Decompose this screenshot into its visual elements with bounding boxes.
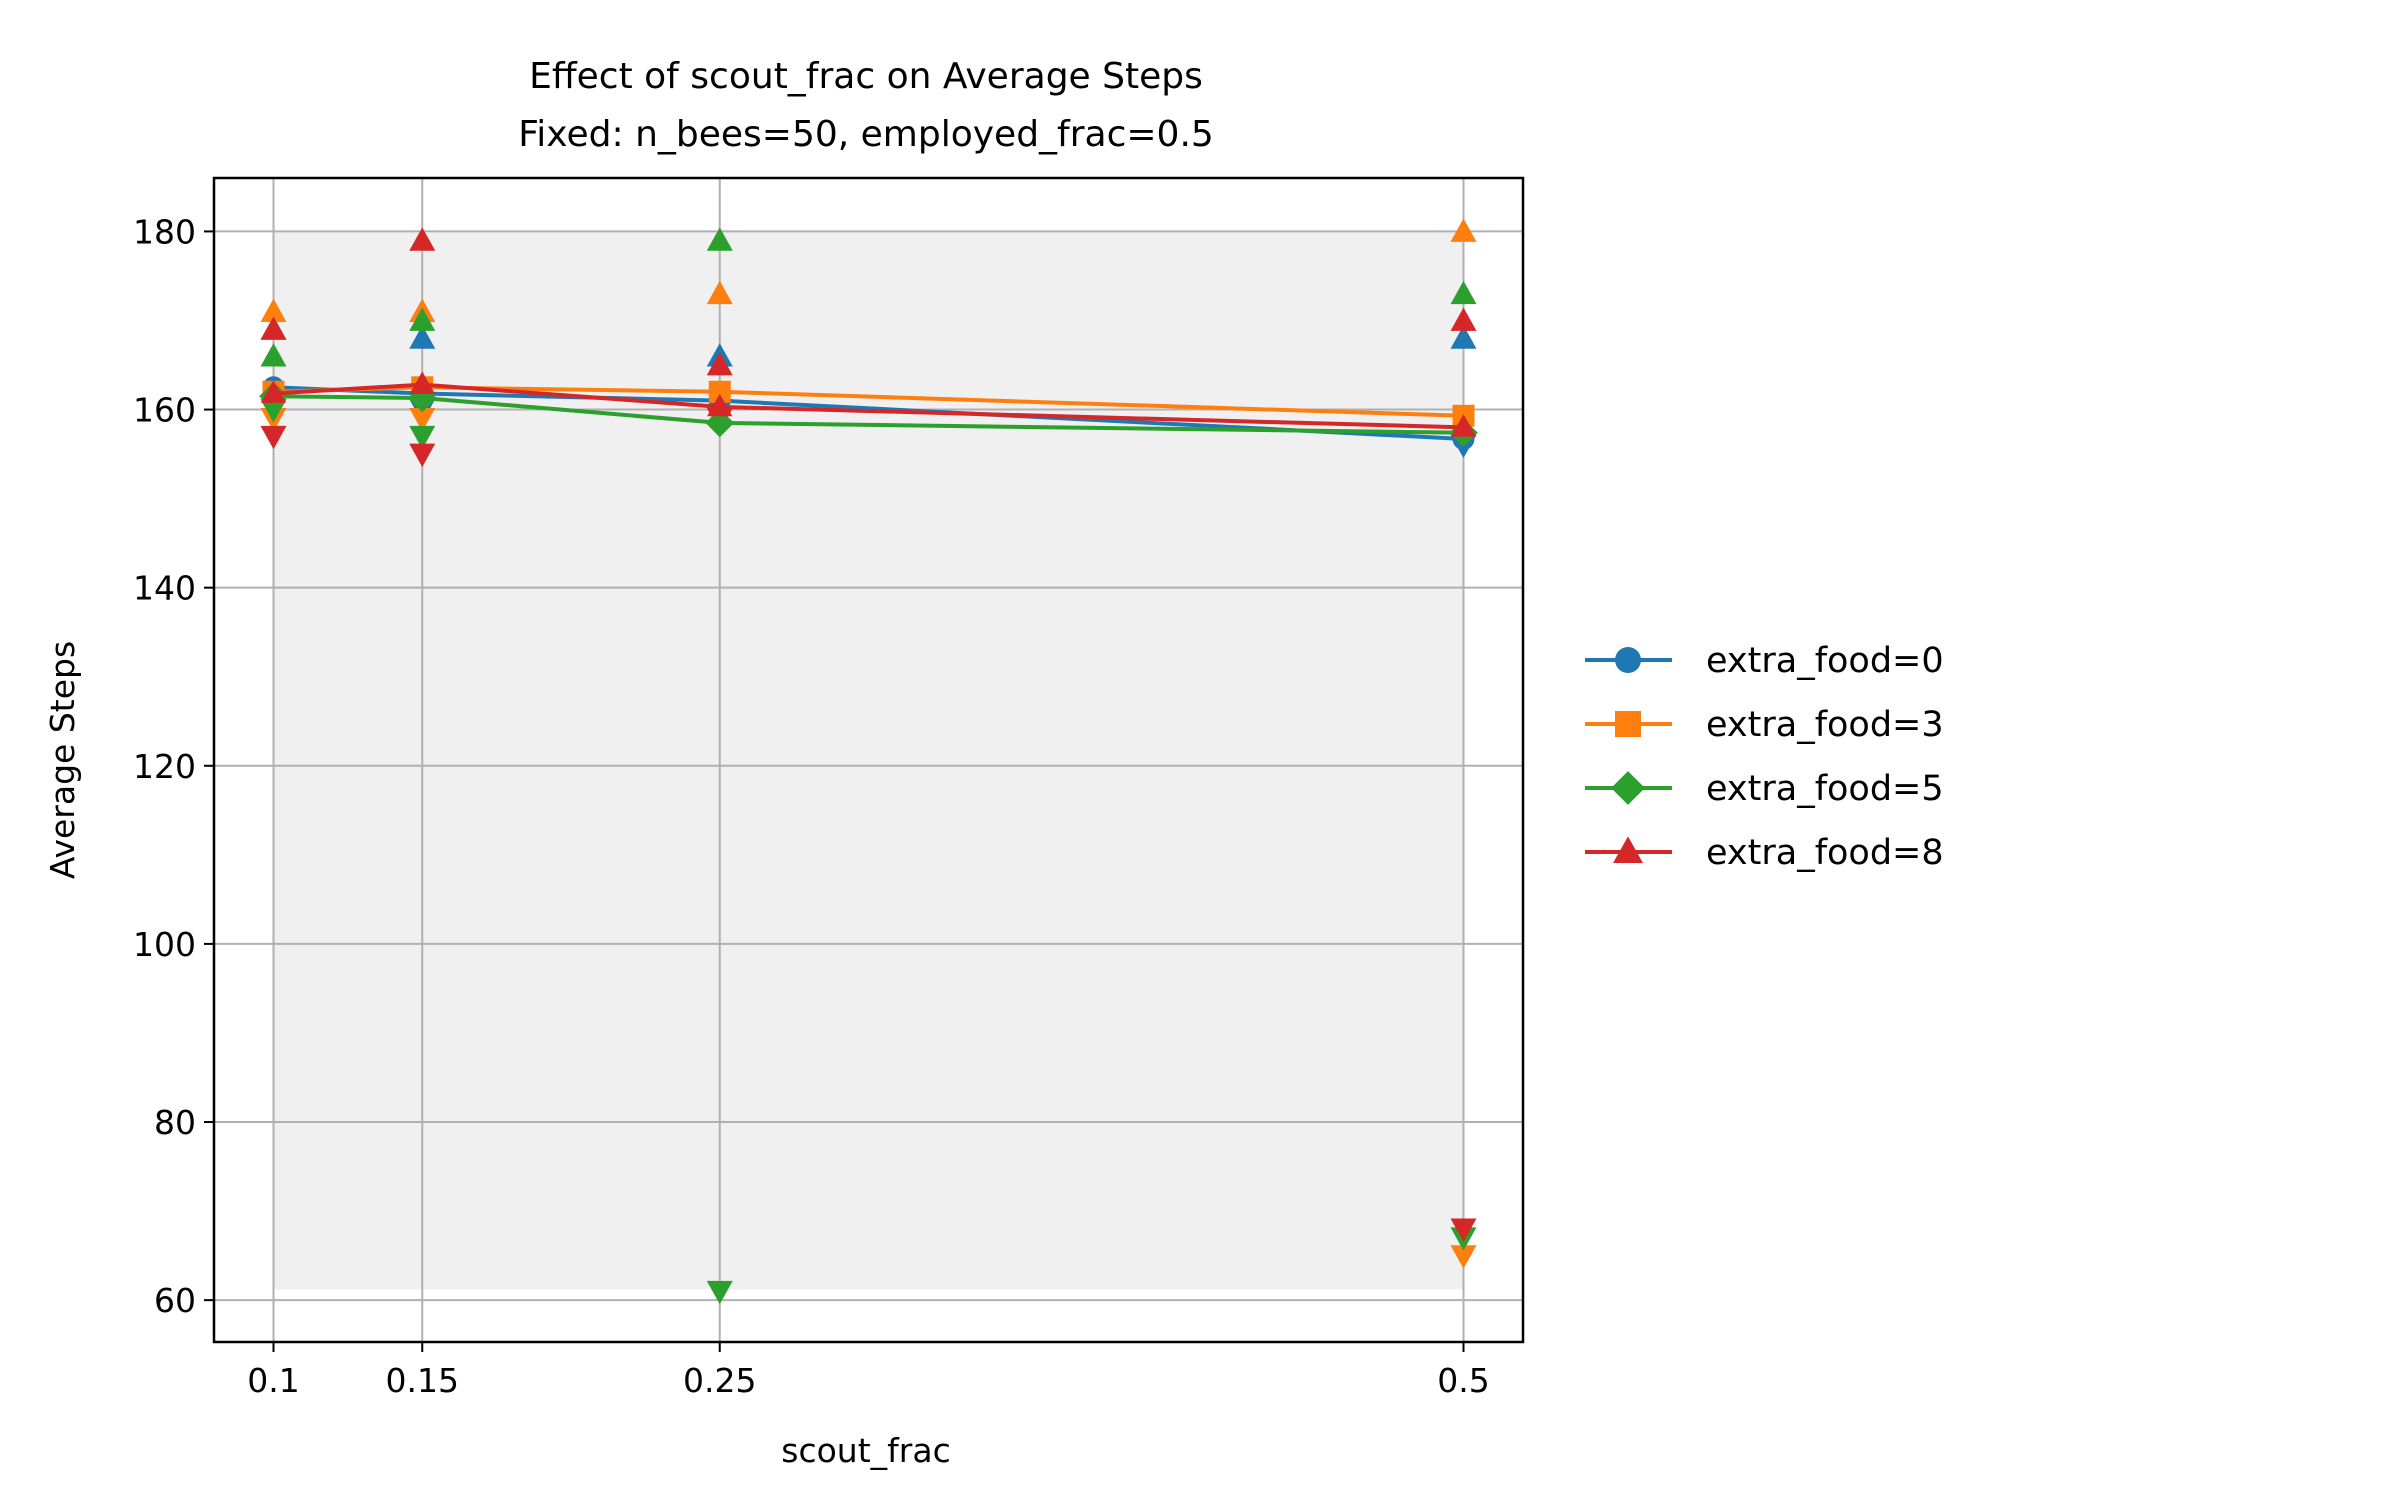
legend-marker xyxy=(1613,836,1643,864)
max-marker xyxy=(409,307,436,331)
max-marker xyxy=(1450,280,1477,305)
min-marker xyxy=(1450,1245,1477,1269)
y-tick-label: 100 xyxy=(133,925,196,964)
legend-label: extra_food=3 xyxy=(1706,705,1944,745)
y-tick-label: 160 xyxy=(133,391,196,430)
y-tick-label: 120 xyxy=(133,747,196,786)
x-tick-label: 0.15 xyxy=(386,1361,459,1400)
max-marker xyxy=(260,316,287,340)
min-marker xyxy=(409,443,436,468)
max-marker xyxy=(1450,325,1477,349)
legend-marker xyxy=(1615,647,1641,673)
min-marker xyxy=(260,425,287,450)
min-marker xyxy=(409,425,436,450)
series-line xyxy=(273,382,1464,430)
max-marker xyxy=(1450,307,1477,331)
min-marker xyxy=(1450,1218,1477,1242)
legend-marker xyxy=(1615,711,1641,737)
range-band xyxy=(273,231,1464,1290)
y-axis-label: Average Steps xyxy=(43,641,82,879)
data-point xyxy=(260,380,287,403)
max-marker xyxy=(409,325,436,349)
max-marker xyxy=(706,227,733,251)
data-point xyxy=(708,380,731,403)
min-marker xyxy=(409,408,436,432)
y-tick-label: 140 xyxy=(133,569,196,608)
data-point xyxy=(705,408,735,438)
max-marker xyxy=(706,280,733,305)
min-marker xyxy=(706,1280,733,1305)
data-point xyxy=(407,383,437,413)
max-marker xyxy=(260,343,287,367)
data-point xyxy=(1450,414,1477,437)
min-marker xyxy=(260,399,287,423)
chart-title: Effect of scout_frac on Average Steps xyxy=(529,56,1203,97)
legend: extra_food=0 extra_food=3 extra_food=5extr… xyxy=(1585,641,1944,873)
legend-label: extra_food=0 xyxy=(1706,641,1944,681)
data-point xyxy=(707,393,733,417)
max-marker xyxy=(260,298,287,322)
x-tick-label: 0.5 xyxy=(1437,1361,1489,1400)
chart-subtitle: Fixed: n_bees=50, employed_frac=0.5 xyxy=(518,114,1214,155)
max-marker xyxy=(1450,218,1477,242)
plot-frame xyxy=(212,176,1525,1344)
x-tick-label: 0.25 xyxy=(683,1361,756,1400)
y-tick-label: 180 xyxy=(133,212,196,251)
max-marker xyxy=(409,227,436,251)
legend-label: extra_food=5 xyxy=(1706,769,1944,809)
y-tick-label: 80 xyxy=(154,1103,196,1142)
y-tick-label: 60 xyxy=(154,1281,196,1320)
series-line xyxy=(273,394,1464,435)
legend-label: extra_food=8 xyxy=(1706,833,1944,873)
legend-marker xyxy=(1611,771,1645,805)
data-point xyxy=(409,371,435,394)
x-tick-label: 0.1 xyxy=(247,1361,299,1400)
x-axis-label: scout_frac xyxy=(781,1431,950,1470)
max-marker xyxy=(706,352,733,376)
